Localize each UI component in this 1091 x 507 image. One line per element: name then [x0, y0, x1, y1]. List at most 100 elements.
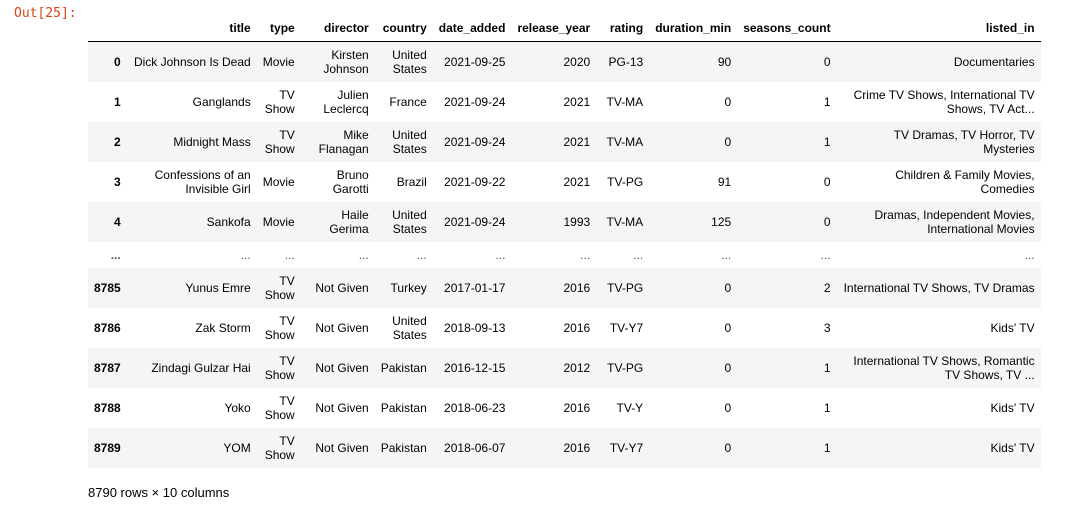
table-row: 8786 Zak Storm TV Show Not Given United Stat…	[88, 307, 1041, 348]
cell-release-year: 2021	[563, 174, 591, 189]
cell-title: Yunus Emre	[185, 280, 251, 295]
cell-duration-min: 125	[711, 214, 732, 229]
row-index: 8787	[94, 360, 121, 375]
cell-country: Pakistan	[380, 360, 427, 375]
cell-country: United States	[392, 47, 427, 76]
cell-date-added: 2018-06-23	[444, 400, 506, 415]
cell-listed-in: Children & Family Movies, Comedies	[895, 167, 1035, 196]
column-header-type: type	[256, 18, 301, 42]
cell-release-year: 2016	[563, 280, 591, 295]
output-prompt: Out[25]:	[14, 6, 77, 21]
cell-seasons-count: 3	[823, 320, 831, 335]
cell-rating: TV-PG	[607, 280, 644, 295]
row-index: 0	[114, 54, 121, 69]
column-header-date-added: date_added	[432, 18, 512, 42]
cell-type: Movie	[262, 214, 295, 229]
cell-release-year: 2021	[563, 134, 591, 149]
cell-director: Not Given	[315, 280, 369, 295]
cell-date-added: ...	[495, 247, 506, 262]
cell-title: YOM	[223, 440, 251, 455]
cell-type: TV Show	[264, 313, 295, 342]
cell-rating: TV-PG	[607, 360, 644, 375]
cell-seasons-count: 0	[823, 174, 831, 189]
cell-type: TV Show	[264, 353, 295, 382]
cell-duration-min: 90	[717, 54, 732, 69]
cell-type: TV Show	[264, 127, 295, 156]
cell-title: Ganglands	[192, 94, 251, 109]
row-index: 8785	[94, 280, 121, 295]
cell-date-added: 2018-09-13	[444, 320, 506, 335]
cell-country: Brazil	[396, 174, 427, 189]
dataframe-output: title type director country date_added r…	[88, 18, 1041, 468]
cell-director: ...	[358, 247, 369, 262]
cell-duration-min: 0	[724, 440, 732, 455]
table-row: 8788 Yoko TV Show Not Given Pakistan 2018-06-…	[88, 387, 1041, 428]
cell-type: TV Show	[264, 393, 295, 422]
cell-duration-min: 0	[724, 94, 732, 109]
cell-rating: TV-Y7	[609, 440, 644, 455]
cell-title: Zindagi Gulzar Hai	[151, 360, 251, 375]
cell-date-added: 2016-12-15	[444, 360, 506, 375]
table-row: 8787 Zindagi Gulzar Hai TV Show Not Given Pa…	[88, 347, 1041, 388]
row-index: 8789	[94, 440, 121, 455]
cell-release-year: 2012	[563, 360, 591, 375]
cell-rating: TV-Y7	[609, 320, 644, 335]
column-header-index	[88, 18, 127, 42]
cell-title: Sankofa	[206, 214, 251, 229]
cell-title: Zak Storm	[195, 320, 251, 335]
cell-title: Dick Johnson Is Dead	[133, 54, 251, 69]
cell-release-year: 1993	[563, 214, 591, 229]
cell-date-added: 2021-09-24	[444, 94, 506, 109]
cell-title: Yoko	[224, 400, 251, 415]
cell-director: Not Given	[315, 440, 369, 455]
row-index: 1	[114, 94, 121, 109]
cell-release-year: 2020	[563, 54, 591, 69]
table-row: 1 Ganglands TV Show Julien Leclercq France 20…	[88, 81, 1041, 122]
cell-title: Midnight Mass	[173, 134, 251, 149]
cell-release-year: 2016	[563, 400, 591, 415]
cell-release-year: 2016	[563, 440, 591, 455]
cell-date-added: 2018-06-07	[444, 440, 506, 455]
cell-date-added: 2021-09-22	[444, 174, 506, 189]
cell-release-year: ...	[580, 247, 591, 262]
cell-title: ...	[240, 247, 251, 262]
cell-seasons-count: 0	[823, 214, 831, 229]
table-row: 3 Confessions of an Invisible Girl Movie Br…	[88, 161, 1041, 202]
cell-seasons-count: 1	[823, 360, 831, 375]
cell-listed-in: Dramas, Independent Movies, Internationa…	[874, 207, 1035, 236]
cell-rating: ...	[633, 247, 644, 262]
cell-release-year: 2016	[563, 320, 591, 335]
cell-country: Turkey	[390, 280, 427, 295]
table-row: 2 Midnight Mass TV Show Mike Flanagan United…	[88, 121, 1041, 162]
cell-rating: PG-13	[608, 54, 644, 69]
cell-country: United States	[392, 313, 427, 342]
row-index: 2	[114, 134, 121, 149]
ellipsis-row: .................................	[88, 241, 1041, 268]
row-index: 8788	[94, 400, 121, 415]
cell-date-added: 2021-09-25	[444, 54, 506, 69]
row-index: ...	[110, 247, 121, 262]
cell-type: TV Show	[264, 87, 295, 116]
cell-listed-in: Kids' TV	[990, 320, 1035, 335]
cell-listed-in: Kids' TV	[990, 440, 1035, 455]
cell-type: Movie	[262, 54, 295, 69]
dataframe-shape-summary: 8790 rows × 10 columns	[88, 485, 230, 500]
row-index: 4	[114, 214, 121, 229]
cell-listed-in: International TV Shows, TV Dramas	[843, 280, 1035, 295]
cell-listed-in: International TV Shows, Romantic TV Show…	[853, 353, 1035, 382]
cell-rating: TV-Y	[616, 400, 644, 415]
cell-duration-min: ...	[721, 247, 732, 262]
cell-type: ...	[284, 247, 295, 262]
cell-title: Confessions of an Invisible Girl	[154, 167, 251, 196]
cell-type: Movie	[262, 174, 295, 189]
column-header-listed-in: listed_in	[836, 18, 1041, 42]
row-index: 3	[114, 174, 121, 189]
cell-country: Pakistan	[380, 400, 427, 415]
cell-seasons-count: 0	[823, 54, 831, 69]
cell-date-added: 2021-09-24	[444, 134, 506, 149]
cell-seasons-count: 1	[823, 134, 831, 149]
cell-duration-min: 0	[724, 320, 732, 335]
dataframe-table: title type director country date_added r…	[88, 18, 1041, 468]
cell-country: ...	[416, 247, 427, 262]
cell-date-added: 2021-09-24	[444, 214, 506, 229]
